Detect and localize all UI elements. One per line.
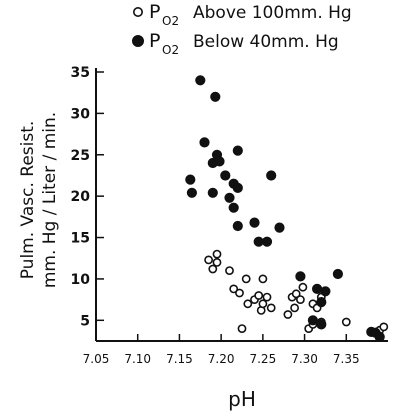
x-axis-label: pH [228,387,256,411]
data-point-below-40 [307,315,318,326]
y-tick-label: 20 [71,189,91,205]
legend-label: Above 100mm. Hg [193,3,352,23]
data-point-above-100 [262,292,272,302]
data-point-below-40 [274,222,285,233]
data-point-above-100 [237,324,247,333]
x-tick-label: 7.10 [124,352,151,366]
y-tick-label: 25 [71,148,90,164]
data-point-above-100 [266,303,276,313]
data-point-below-40 [332,268,343,280]
data-point-below-40 [207,187,218,198]
data-point-below-40 [320,286,331,297]
data-point-below-40 [261,236,273,247]
legend: P O2 Above 100mm. HgP O2 Below 40mm. Hg [132,1,352,57]
x-tick-label: 7.15 [166,352,193,366]
x-tick-label: 7.20 [208,352,235,366]
data-point-above-100 [298,282,308,292]
data-point-above-100 [204,255,213,265]
data-point-above-100 [229,284,239,294]
data-point-above-100 [291,289,301,299]
data-point-below-40 [316,297,327,308]
data-point-above-100 [225,266,234,275]
data-point-above-100 [290,303,299,313]
data-point-below-40 [232,182,243,193]
y-axis-label-line1: Pulm. Vasc. Resist. [18,121,38,280]
y-tick-label: 15 [71,231,90,247]
data-point-below-40 [249,217,260,228]
data-point-above-100 [258,274,268,284]
data-point-below-40 [195,75,206,86]
data-point-above-100 [208,264,218,274]
x-tick-label: 7.05 [83,352,110,366]
data-point-below-40 [214,156,225,167]
legend-filled-circle-icon [132,34,145,47]
data-point-above-100 [212,249,222,259]
data-point-above-100 [379,322,389,332]
legend-o2-subscript: O2 [162,14,179,28]
y-axis-label-line2: mm. Hg / Liter / min. [40,112,60,288]
data-point-below-40 [312,283,323,294]
data-points [185,75,389,342]
data-point-below-40 [186,187,197,198]
data-point-above-100 [283,310,293,319]
data-point-below-40 [374,331,385,342]
data-point-below-40 [210,91,221,102]
x-tick-label: 7.25 [249,352,276,366]
y-tick-label: 5 [80,313,90,329]
data-point-below-40 [228,202,239,213]
legend-o2-subscript: O2 [162,43,179,57]
data-point-above-100 [235,288,244,298]
data-point-above-100 [243,299,253,309]
legend-p-symbol: P [149,1,160,23]
data-point-below-40 [266,170,277,181]
x-tick-label: 7.30 [291,352,318,366]
x-tick-label: 7.35 [333,352,360,366]
data-point-below-40 [220,170,231,181]
legend-p-symbol: P [149,30,160,52]
axes: 7.05 7.10 7.15 7.20 7.25 7.30 7.35 5 10 15 20 25 30 3… [18,65,388,411]
data-point-below-40 [224,192,235,203]
y-tick-label: 35 [71,65,90,81]
data-point-below-40 [199,137,210,148]
y-tick-label: 30 [71,106,91,122]
data-point-below-40 [316,319,327,330]
legend-open-circle-icon [133,7,144,17]
data-point-below-40 [232,220,243,232]
data-point-above-100 [341,317,351,327]
data-point-above-100 [241,274,251,284]
data-point-above-100 [212,257,222,267]
data-point-above-100 [258,299,268,309]
data-point-below-40 [232,145,243,156]
data-point-above-100 [295,295,305,304]
data-point-below-40 [295,271,306,282]
data-point-below-40 [185,174,196,185]
y-tick-label: 10 [71,272,91,288]
legend-label: Below 40mm. Hg [193,32,339,52]
data-point-above-100 [254,291,264,300]
